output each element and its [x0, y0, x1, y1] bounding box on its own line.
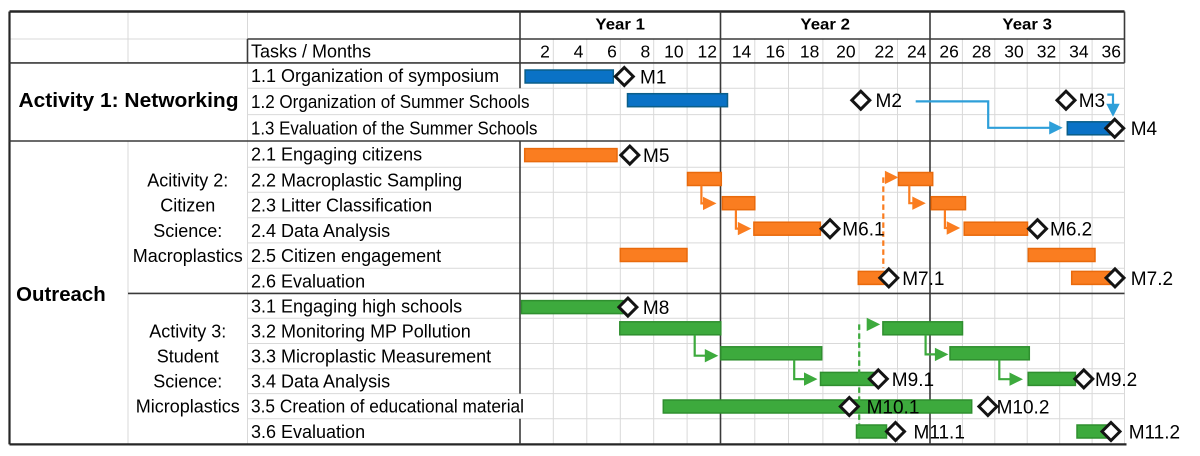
svg-text:M8: M8 [643, 298, 669, 319]
svg-text:36: 36 [1102, 42, 1121, 62]
svg-text:2.3 Litter Classification: 2.3 Litter Classification [251, 196, 432, 216]
svg-text:Year 3: Year 3 [1002, 17, 1052, 34]
svg-text:M9.1: M9.1 [892, 370, 934, 391]
svg-text:2.2 Macroplastic Sampling: 2.2 Macroplastic Sampling [251, 170, 462, 190]
svg-text:M4: M4 [1131, 119, 1158, 140]
svg-text:3.2 Monitoring MP Pollution: 3.2 Monitoring MP Pollution [251, 321, 471, 341]
svg-text:Macroplastics: Macroplastics [133, 246, 243, 266]
svg-text:Microplastics: Microplastics [136, 397, 240, 417]
svg-text:1.1 Organization of symposium: 1.1 Organization of symposium [251, 66, 499, 86]
svg-text:Science:: Science: [153, 372, 222, 392]
svg-text:M9.2: M9.2 [1095, 370, 1137, 391]
svg-text:28: 28 [972, 42, 991, 62]
svg-text:M2: M2 [876, 91, 902, 112]
svg-text:18: 18 [800, 42, 819, 62]
svg-text:Outreach: Outreach [16, 284, 106, 306]
svg-text:M5: M5 [643, 146, 669, 167]
svg-text:Activity 1: Networking: Activity 1: Networking [19, 90, 239, 112]
svg-text:M6.2: M6.2 [1050, 220, 1092, 241]
svg-text:M10.2: M10.2 [997, 397, 1050, 418]
svg-text:30: 30 [1004, 42, 1024, 62]
svg-text:Activity 3:: Activity 3: [149, 321, 226, 341]
svg-text:M7.2: M7.2 [1131, 269, 1173, 290]
svg-text:Student: Student [157, 347, 219, 367]
svg-text:M10.1: M10.1 [867, 397, 920, 418]
svg-text:6: 6 [607, 42, 617, 62]
svg-text:Citizen: Citizen [160, 196, 215, 216]
svg-text:M6.1: M6.1 [842, 220, 884, 241]
svg-text:3.3 Microplastic Measurement: 3.3 Microplastic Measurement [251, 347, 491, 367]
svg-text:3.4 Data Analysis: 3.4 Data Analysis [251, 372, 390, 392]
svg-text:M11.1: M11.1 [914, 422, 965, 443]
svg-text:Tasks / Months: Tasks / Months [251, 42, 371, 62]
svg-text:Year 1: Year 1 [595, 17, 645, 34]
svg-text:26: 26 [939, 42, 958, 62]
svg-text:8: 8 [640, 42, 650, 62]
svg-text:M1: M1 [640, 67, 666, 88]
svg-text:3.1 Engaging high schools: 3.1 Engaging high schools [251, 296, 462, 316]
svg-text:34: 34 [1069, 42, 1089, 62]
svg-text:20: 20 [836, 42, 856, 62]
svg-text:22: 22 [875, 42, 894, 62]
svg-text:10: 10 [664, 42, 684, 62]
svg-text:3.6 Evaluation: 3.6 Evaluation [251, 422, 365, 442]
svg-text:2.6 Evaluation: 2.6 Evaluation [251, 271, 365, 291]
svg-text:3.5 Creation of educational ma: 3.5 Creation of educational material [251, 397, 524, 417]
svg-text:M3: M3 [1079, 91, 1105, 112]
svg-text:12: 12 [698, 42, 717, 62]
svg-text:2.1 Engaging citizens: 2.1 Engaging citizens [251, 145, 422, 165]
svg-text:1.2 Organization of Summer Sch: 1.2 Organization of Summer Schools [251, 92, 530, 112]
svg-text:16: 16 [766, 42, 785, 62]
svg-text:32: 32 [1037, 42, 1056, 62]
svg-text:14: 14 [732, 42, 752, 62]
svg-text:24: 24 [907, 42, 927, 62]
svg-text:2: 2 [540, 42, 550, 62]
svg-text:2.5 Citizen engagement: 2.5 Citizen engagement [251, 246, 441, 266]
svg-text:Acitivity 2:: Acitivity 2: [147, 170, 228, 190]
svg-text:M11.2: M11.2 [1129, 422, 1180, 443]
svg-text:Science:: Science: [153, 221, 222, 241]
svg-text:M7.1: M7.1 [902, 269, 944, 290]
svg-text:Year 2: Year 2 [800, 17, 850, 34]
svg-text:1.3 Evaluation of the Summer S: 1.3 Evaluation of the Summer Schools [251, 118, 537, 138]
svg-text:2.4 Data Analysis: 2.4 Data Analysis [251, 221, 390, 241]
svg-text:4: 4 [574, 42, 584, 62]
